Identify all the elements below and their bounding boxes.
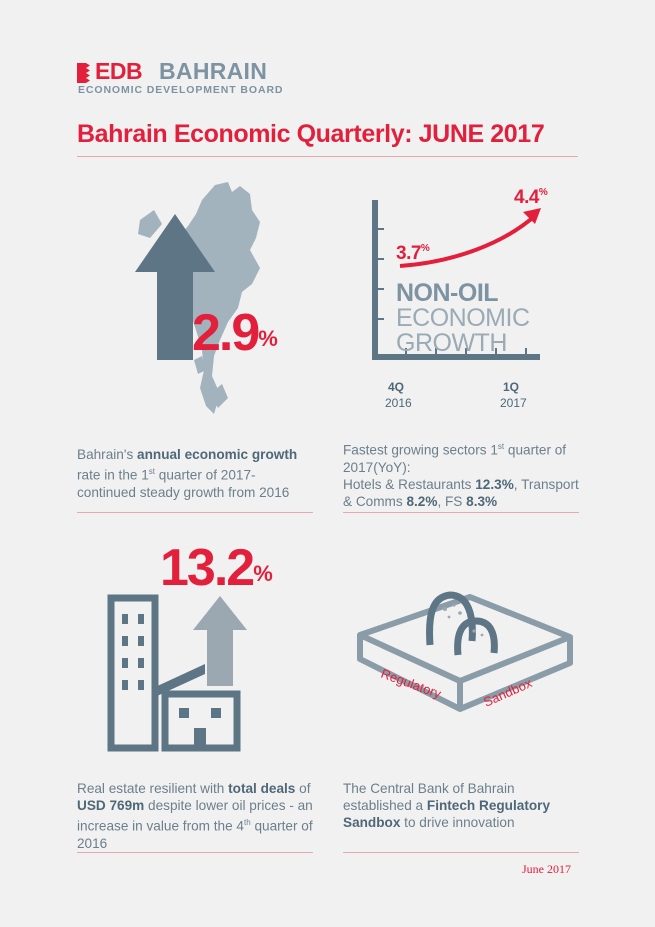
x-start-quarter: 4Q [388,380,405,394]
logo-edb-text: EDB [95,58,143,84]
nonoil-start-value: 3.7% [396,243,430,264]
sandbox-icon: Regulatory Sandbox [357,591,573,712]
line-chart-icon [372,200,541,360]
edb-logo-icon [77,63,90,83]
panel1-divider [77,512,313,513]
x-start-year: 2016 [385,396,412,410]
up-arrow-icon [135,214,215,360]
realestate-value: 13.2% [160,539,273,597]
panel3-divider [77,852,313,853]
panel4-divider [343,852,579,853]
footer-date: June 2017 [522,862,571,876]
logo-subtitle: ECONOMIC DEVELOPMENT BOARD [78,84,284,96]
title-divider [77,156,578,157]
nonoil-caption: Fastest growing sectors 1st quarter of 2… [343,442,579,509]
page-title: Bahrain Economic Quarterly: JUNE 2017 [77,120,545,148]
logo-bahrain-text: BAHRAIN [159,58,268,84]
x-end-year: 2017 [500,396,527,410]
buildings-icon [107,594,247,752]
panel2-divider [343,512,579,513]
realestate-caption: Real estate resilient with total deals o… [77,781,313,851]
sandbox-label-right: Sandbox [481,675,534,710]
nonoil-label-line2: ECONOMIC [396,304,530,332]
sandbox-caption: The Central Bank of Bahrain established … [343,781,551,830]
nonoil-label-line1: NON-OIL [396,279,499,307]
nonoil-label-line3: GROWTH [396,329,507,357]
nonoil-end-value: 4.4% [514,187,548,208]
x-end-quarter: 1Q [503,380,520,394]
growth-value: 2.9% [192,304,278,362]
growth-caption: Bahrain's annual economic growth rate in… [77,447,298,500]
